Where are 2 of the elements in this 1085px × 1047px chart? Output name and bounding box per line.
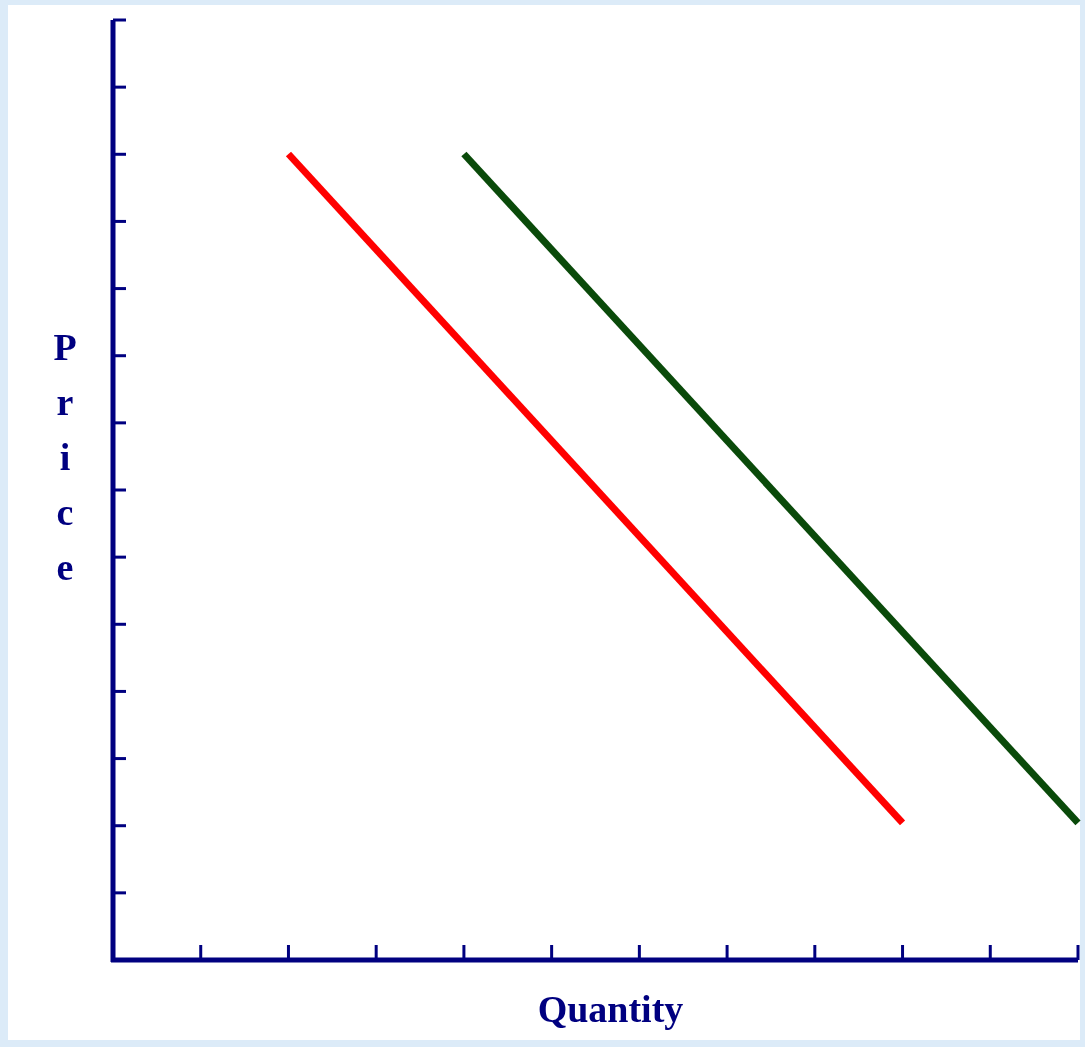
y-axis-title: Price xyxy=(53,326,77,588)
x-axis-title: Quantity xyxy=(537,988,684,1030)
